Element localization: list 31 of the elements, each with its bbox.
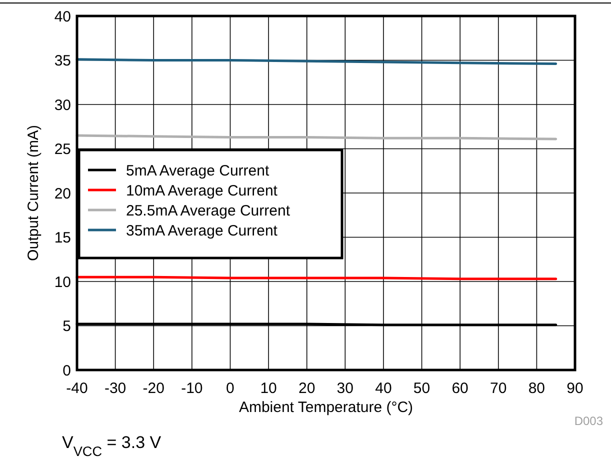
x-tick-label: 20	[298, 380, 316, 397]
y-tick-label: 30	[54, 96, 71, 114]
legend-label: 10mA Average Current	[126, 182, 278, 200]
y-tick-label: 10	[54, 274, 71, 291]
legend-label: 35mA Average Current	[126, 222, 278, 240]
y-tick-label: 35	[54, 52, 71, 70]
text: V$_{VCC}$ = 3.3 V	[62, 433, 162, 458]
x-axis-title: Ambient Temperature (°C)	[238, 399, 414, 416]
y-tick-label: 25	[54, 141, 71, 158]
text: D003	[574, 414, 604, 428]
y-axis-title: Output Current (mA)	[25, 125, 42, 261]
x-tick-label: 80	[528, 380, 546, 397]
x-tick-label: 60	[452, 380, 468, 397]
x-tick-label: 10	[260, 380, 277, 397]
x-tick-label: -20	[142, 380, 164, 397]
x-tick-label: 70	[490, 380, 507, 397]
y-tick-label: 15	[54, 230, 71, 246]
x-tick-label: -30	[104, 380, 126, 397]
x-tick-label: 40	[375, 380, 392, 397]
x-tick-label: 0	[226, 380, 234, 397]
y-tick-label: 40	[54, 8, 71, 26]
x-tick-label: 30	[336, 380, 354, 397]
x-tick-label: 90	[566, 380, 584, 397]
y-tick-label: 20	[54, 185, 71, 202]
x-tick-label: -10	[181, 380, 203, 397]
legend-label: 5mA Average Current	[126, 162, 270, 180]
x-tick-label: -40	[66, 380, 88, 397]
x-tick-label: 50	[413, 380, 430, 397]
legend-label: 25.5mA Average Current	[126, 202, 291, 220]
y-tick-label: 5	[62, 318, 71, 335]
y-tick-label: 0	[62, 362, 71, 380]
